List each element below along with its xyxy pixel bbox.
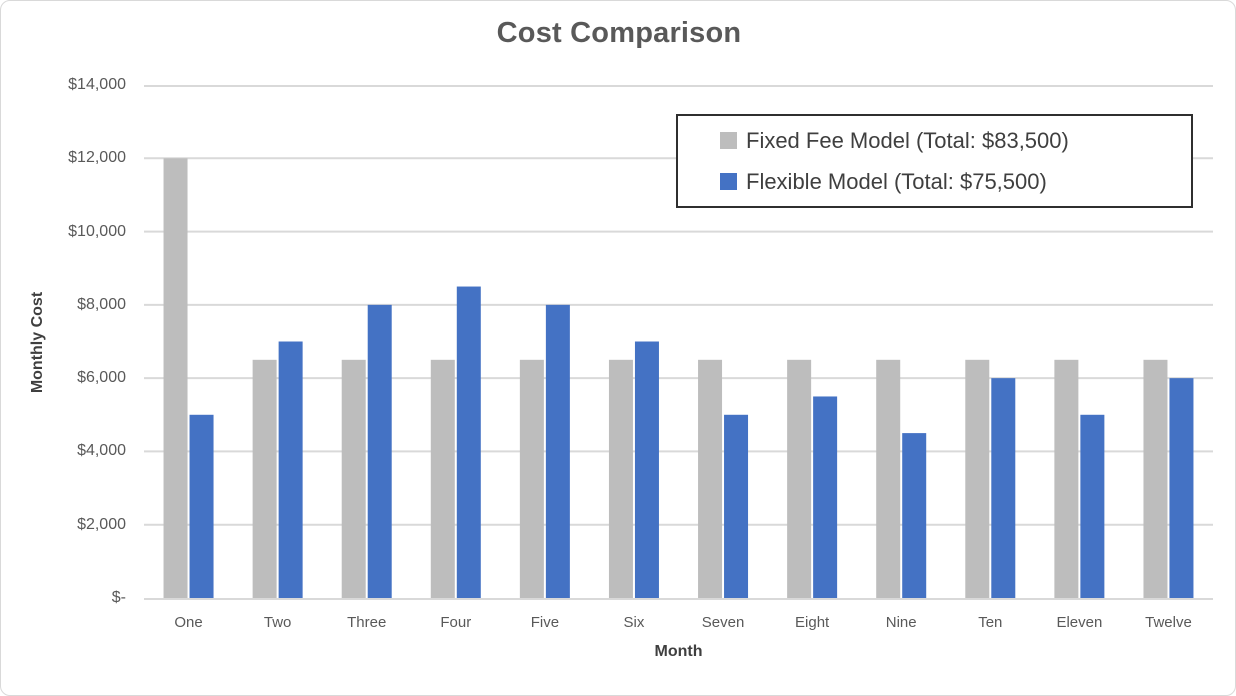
- bar-flexible-model-seven: [724, 414, 749, 598]
- x-tick-label-seven: Seven: [701, 614, 745, 631]
- x-axis-title: Month: [654, 643, 703, 660]
- x-tick-label-twelve: Twelve: [1145, 614, 1192, 631]
- chart-title: Cost Comparison: [496, 17, 742, 49]
- legend-swatch-fixed-fee-icon: [720, 132, 737, 149]
- bar-fixed-fee-model-seven: [698, 359, 723, 598]
- bar-flexible-model-six: [634, 341, 659, 598]
- bar-flexible-model-ten: [991, 378, 1016, 598]
- y-tick-label-6: $12,000: [68, 149, 126, 167]
- x-tick-label-four: Four: [440, 614, 472, 631]
- bar-fixed-fee-model-ten: [965, 359, 990, 598]
- y-tick-label-4: $8,000: [77, 295, 126, 313]
- legend-label-fixed-fee: Fixed Fee Model (Total: $83,500): [746, 127, 1069, 153]
- bar-flexible-model-twelve: [1169, 378, 1194, 598]
- x-tick-label-three: Three: [347, 614, 387, 631]
- legend-item-fixed-fee: Fixed Fee Model (Total: $83,500): [720, 128, 1191, 154]
- bar-flexible-model-eight: [813, 396, 838, 598]
- bar-fixed-fee-model-eight: [787, 359, 812, 598]
- x-tick-label-one: One: [174, 614, 203, 631]
- y-tick-label-2: $4,000: [77, 442, 126, 460]
- bar-flexible-model-one: [189, 414, 214, 598]
- bar-flexible-model-nine: [902, 433, 927, 598]
- legend-item-flexible: Flexible Model (Total: $75,500): [720, 169, 1191, 195]
- bar-flexible-model-eleven: [1080, 414, 1105, 598]
- bar-fixed-fee-model-six: [608, 359, 633, 598]
- x-tick-label-eight: Eight: [795, 614, 830, 631]
- legend: Fixed Fee Model (Total: $83,500) Flexibl…: [676, 114, 1193, 208]
- bar-fixed-fee-model-eleven: [1054, 359, 1079, 598]
- y-tick-label-1: $2,000: [77, 515, 126, 533]
- x-tick-label-five: Five: [530, 614, 560, 631]
- bar-fixed-fee-model-three: [341, 359, 366, 598]
- legend-label-flexible: Flexible Model (Total: $75,500): [746, 168, 1047, 194]
- bar-flexible-model-five: [545, 304, 570, 598]
- bar-fixed-fee-model-twelve: [1143, 359, 1168, 598]
- x-tick-label-two: Two: [263, 614, 292, 631]
- bar-fixed-fee-model-one: [163, 158, 188, 598]
- bars-canvas: [144, 85, 1213, 600]
- plot-area: [144, 85, 1213, 600]
- y-tick-label-3: $6,000: [77, 369, 126, 387]
- y-tick-label-0: $-: [111, 589, 126, 606]
- x-tick-label-six: Six: [623, 614, 645, 631]
- bar-flexible-model-two: [278, 341, 303, 598]
- legend-swatch-flexible-icon: [720, 173, 737, 190]
- y-tick-label-5: $10,000: [68, 222, 126, 240]
- y-tick-label-7: $14,000: [68, 76, 126, 93]
- bar-fixed-fee-model-four: [430, 359, 455, 598]
- bar-fixed-fee-model-nine: [876, 359, 901, 598]
- x-tick-label-ten: Ten: [978, 614, 1003, 631]
- bar-fixed-fee-model-two: [252, 359, 277, 598]
- bar-fixed-fee-model-five: [519, 359, 544, 598]
- bar-flexible-model-three: [367, 304, 392, 598]
- x-tick-label-eleven: Eleven: [1056, 614, 1103, 631]
- x-tick-label-nine: Nine: [885, 614, 917, 631]
- bar-flexible-model-four: [456, 286, 481, 598]
